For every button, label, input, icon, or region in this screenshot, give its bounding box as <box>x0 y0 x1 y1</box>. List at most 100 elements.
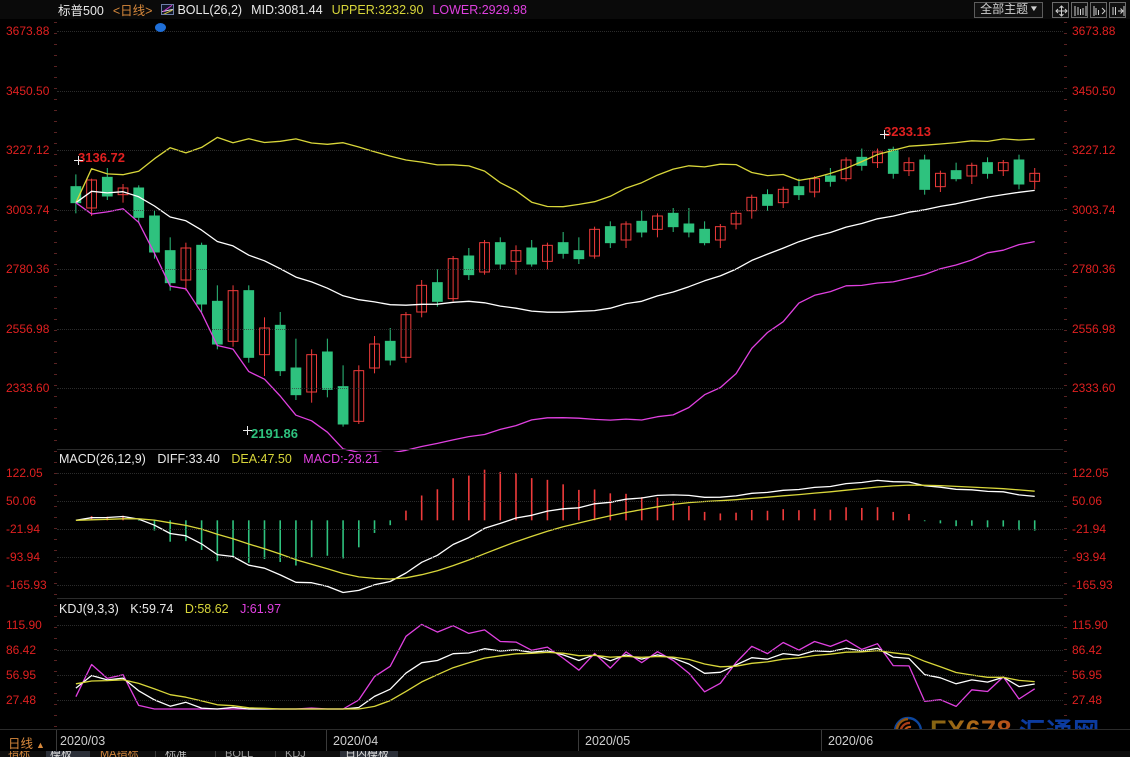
axis-tick <box>54 22 57 23</box>
axis-tick <box>54 407 57 408</box>
shift-right-icon[interactable] <box>1109 1 1126 18</box>
axis-tick <box>54 55 57 56</box>
bottom-tab-1[interactable]: 模板 <box>50 751 72 757</box>
axis-tick <box>1064 77 1067 78</box>
axis-tick <box>1064 220 1067 221</box>
axis-tick <box>1064 33 1067 34</box>
kdj-ytick-right: 27.48 <box>1072 692 1103 707</box>
axis-tick <box>1064 627 1067 628</box>
period-toggle-label: 日线 <box>8 737 34 751</box>
axis-tick <box>54 649 57 650</box>
macd-ytick-left: -165.93 <box>6 577 47 592</box>
axis-tick <box>54 176 57 177</box>
kdj-gridline <box>57 699 1063 701</box>
axis-tick <box>1064 66 1067 67</box>
axis-tick <box>1064 297 1067 298</box>
bottom-tab-5[interactable]: KDJ <box>285 751 306 757</box>
axis-tick <box>54 132 57 133</box>
axis-tick <box>1064 495 1067 496</box>
period-label[interactable]: <日线> <box>112 4 153 18</box>
axis-tick <box>1064 451 1067 452</box>
fit-vertical-icon[interactable] <box>1071 1 1088 18</box>
axis-tick <box>54 671 57 672</box>
bottom-tab-6-highlight[interactable] <box>340 751 398 757</box>
axis-tick <box>1064 693 1067 694</box>
kdj-d-value: D:58.62 <box>184 602 229 616</box>
kdj-k-value: K:59.74 <box>130 602 174 616</box>
axis-tick <box>1064 506 1067 507</box>
axis-tick <box>1064 88 1067 89</box>
macd-chart-canvas <box>75 469 1036 594</box>
axis-tick <box>1064 429 1067 430</box>
triangle-up-icon: ▲ <box>36 740 45 750</box>
boll-upper-value: UPPER:3232.90 <box>331 2 424 17</box>
kdj-legend: KDJ(9,3,3) K:59.74 D:58.62 J:61.97 <box>59 602 289 616</box>
axis-tick <box>54 121 57 122</box>
period-toggle[interactable]: 日线 ▲ <box>8 733 45 752</box>
date-tick <box>56 730 57 752</box>
axis-tick <box>1064 165 1067 166</box>
axis-tick <box>54 209 57 210</box>
expand-right-icon[interactable] <box>1090 1 1107 18</box>
axis-tick <box>1064 99 1067 100</box>
axis-tick <box>1064 671 1067 672</box>
axis-tick <box>54 33 57 34</box>
price-ytick-left: 2780.36 <box>6 262 50 277</box>
bottom-tab-0[interactable]: 指标 <box>8 751 30 757</box>
bottom-tab-strip[interactable]: 指标 模板 MA指标 标准 BOLL KDJ 日内模板 <box>0 751 1130 757</box>
axis-tick <box>54 693 57 694</box>
axis-tick <box>54 704 57 705</box>
axis-tick <box>1064 583 1067 584</box>
kdj-name-label[interactable]: KDJ(9,3,3) <box>59 602 119 616</box>
bottom-tab-2[interactable]: MA指标 <box>100 751 139 757</box>
bottom-tab-6[interactable]: 日内模板 <box>345 751 389 757</box>
axis-tick <box>54 385 57 386</box>
axis-tick <box>1064 550 1067 551</box>
axis-tick <box>54 330 57 331</box>
boll-indicator-icon[interactable] <box>161 4 175 15</box>
boll-lower-value: LOWER:2929.98 <box>432 2 527 17</box>
axis-tick <box>54 264 57 265</box>
axis-tick <box>1064 638 1067 639</box>
kdj-chart-pane[interactable] <box>57 601 1063 729</box>
bottom-tab-3[interactable]: 标准 <box>165 751 187 757</box>
macd-name-label[interactable]: MACD(26,12,9) <box>59 452 146 466</box>
symbol-label[interactable]: 标普500 <box>58 4 104 18</box>
axis-tick <box>54 154 57 155</box>
theme-select-label: 全部主题 <box>980 2 1029 16</box>
kdj-ytick-right: 115.90 <box>1072 618 1108 633</box>
axis-tick <box>1064 132 1067 133</box>
axis-tick <box>1064 242 1067 243</box>
bottom-tab-4[interactable]: BOLL <box>225 751 254 757</box>
date-tick <box>578 730 579 752</box>
boll-name-label[interactable]: BOLL(26,2) <box>177 2 243 17</box>
macd-chart-pane[interactable] <box>57 452 1063 597</box>
axis-tick <box>1064 352 1067 353</box>
price-chart-pane[interactable] <box>57 19 1063 454</box>
axis-tick <box>54 605 57 606</box>
price-ytick-right: 3450.50 <box>1072 83 1116 98</box>
theme-select[interactable]: 全部主题 ▼ <box>974 1 1043 18</box>
bottom-tab-1-highlight[interactable] <box>46 751 90 757</box>
axis-tick <box>1064 154 1067 155</box>
axis-tick <box>1064 286 1067 287</box>
band-point-marker[interactable] <box>155 23 166 32</box>
axis-tick <box>1064 594 1067 595</box>
low-annotation: 2191.86 <box>251 426 298 441</box>
axis-tick <box>1064 682 1067 683</box>
date-label: 2020/05 <box>585 734 631 748</box>
axis-tick <box>1064 341 1067 342</box>
crosshair-move-icon[interactable] <box>1052 1 1069 18</box>
axis-tick <box>54 627 57 628</box>
axis-tick <box>54 594 57 595</box>
price-ytick-left: 2556.98 <box>6 321 50 336</box>
price-ytick-right: 3003.74 <box>1072 202 1116 217</box>
axis-tick <box>54 495 57 496</box>
macd-gridline <box>57 473 1063 475</box>
axis-tick <box>54 440 57 441</box>
axis-tick <box>1064 187 1067 188</box>
macd-gridline <box>57 584 1063 586</box>
axis-tick <box>54 363 57 364</box>
kdj-gridline <box>57 650 1063 652</box>
